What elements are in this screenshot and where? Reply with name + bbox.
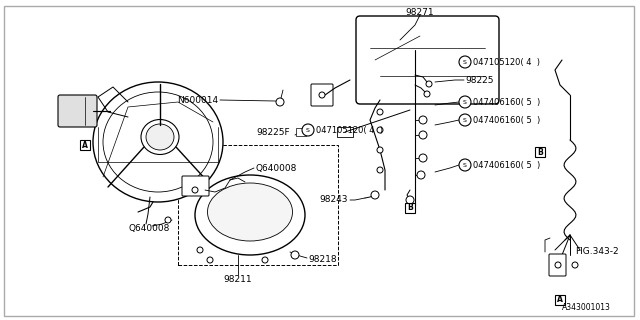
Circle shape — [371, 191, 379, 199]
Text: FIG.343-2: FIG.343-2 — [575, 247, 619, 257]
Ellipse shape — [146, 124, 174, 150]
Circle shape — [419, 116, 427, 124]
Ellipse shape — [195, 175, 305, 255]
Text: 98218: 98218 — [308, 255, 337, 265]
Circle shape — [459, 114, 471, 126]
Bar — [80, 140, 90, 150]
Circle shape — [165, 217, 171, 223]
Circle shape — [197, 247, 203, 253]
Circle shape — [555, 262, 561, 268]
Text: A: A — [82, 140, 88, 149]
Circle shape — [192, 187, 198, 193]
Circle shape — [459, 159, 471, 171]
Text: 047105120( 4  ): 047105120( 4 ) — [316, 125, 383, 134]
Text: 047406160( 5  ): 047406160( 5 ) — [473, 161, 540, 170]
Circle shape — [319, 92, 325, 98]
Text: S: S — [306, 127, 310, 132]
Bar — [337, 127, 353, 137]
Text: 047406160( 5  ): 047406160( 5 ) — [473, 116, 540, 124]
Circle shape — [302, 124, 314, 136]
Bar — [535, 147, 545, 157]
Circle shape — [377, 167, 383, 173]
FancyBboxPatch shape — [549, 254, 566, 276]
Text: B: B — [537, 148, 543, 156]
Bar — [296, 128, 306, 136]
Circle shape — [417, 171, 425, 179]
FancyBboxPatch shape — [182, 176, 209, 196]
Text: S: S — [463, 163, 467, 167]
Circle shape — [291, 251, 299, 259]
Ellipse shape — [93, 82, 223, 202]
Text: Q640008: Q640008 — [128, 223, 170, 233]
Text: 98225: 98225 — [465, 76, 493, 84]
Bar — [178, 145, 338, 265]
Circle shape — [572, 262, 578, 268]
Text: 047105120( 4  ): 047105120( 4 ) — [473, 58, 540, 67]
Text: A343001013: A343001013 — [562, 303, 611, 313]
Circle shape — [419, 131, 427, 139]
Text: S: S — [463, 60, 467, 65]
Bar — [405, 203, 415, 213]
Text: N600014: N600014 — [177, 95, 218, 105]
Circle shape — [459, 56, 471, 68]
FancyBboxPatch shape — [356, 16, 499, 104]
Circle shape — [207, 257, 213, 263]
Text: 047406160( 5  ): 047406160( 5 ) — [473, 98, 540, 107]
Ellipse shape — [141, 119, 179, 155]
Text: S: S — [463, 100, 467, 105]
Bar — [555, 295, 565, 305]
Circle shape — [406, 196, 414, 204]
Text: 98225F: 98225F — [257, 127, 290, 137]
Circle shape — [426, 81, 432, 87]
Circle shape — [377, 109, 383, 115]
Circle shape — [459, 96, 471, 108]
Text: S: S — [463, 117, 467, 123]
FancyBboxPatch shape — [58, 95, 97, 127]
Text: 98271: 98271 — [406, 7, 435, 17]
Text: 98211: 98211 — [224, 276, 252, 284]
Circle shape — [276, 98, 284, 106]
FancyBboxPatch shape — [311, 84, 333, 106]
Circle shape — [377, 127, 383, 133]
Circle shape — [424, 91, 430, 97]
Circle shape — [377, 147, 383, 153]
Circle shape — [262, 257, 268, 263]
Ellipse shape — [207, 183, 292, 241]
Text: A: A — [557, 295, 563, 305]
Text: Q640008: Q640008 — [255, 164, 296, 172]
Text: 98243: 98243 — [319, 196, 348, 204]
Circle shape — [419, 154, 427, 162]
Text: B: B — [407, 204, 413, 212]
